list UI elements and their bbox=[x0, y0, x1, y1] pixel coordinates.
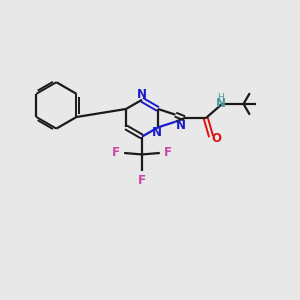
Text: H: H bbox=[217, 93, 224, 102]
Text: N: N bbox=[176, 119, 186, 132]
Text: N: N bbox=[152, 126, 161, 139]
Text: N: N bbox=[137, 88, 147, 101]
Text: F: F bbox=[112, 146, 120, 160]
Text: F: F bbox=[164, 146, 172, 160]
Text: N: N bbox=[216, 98, 226, 110]
Text: O: O bbox=[212, 132, 221, 145]
Text: F: F bbox=[138, 174, 146, 188]
